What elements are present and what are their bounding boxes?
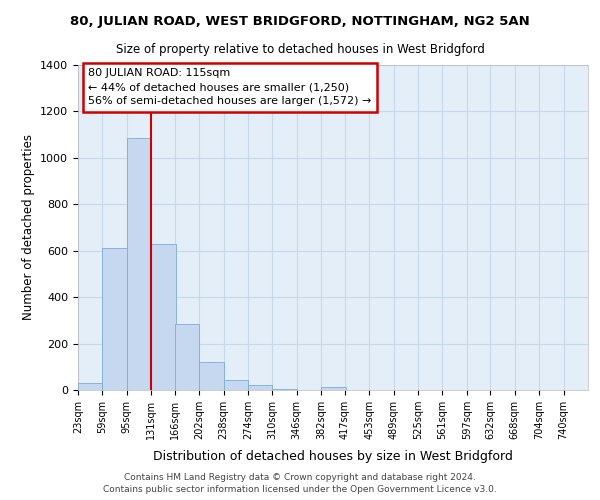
Bar — [272, 389, 297, 390]
Bar — [127, 138, 151, 390]
Bar — [321, 386, 346, 390]
Bar — [199, 362, 224, 390]
Text: Size of property relative to detached houses in West Bridgford: Size of property relative to detached ho… — [116, 42, 484, 56]
Y-axis label: Number of detached properties: Number of detached properties — [22, 134, 35, 320]
Text: Contains public sector information licensed under the Open Government Licence v3: Contains public sector information licen… — [103, 485, 497, 494]
Bar — [151, 244, 176, 390]
X-axis label: Distribution of detached houses by size in West Bridgford: Distribution of detached houses by size … — [153, 450, 513, 464]
Bar — [103, 248, 127, 390]
Text: 80, JULIAN ROAD, WEST BRIDGFORD, NOTTINGHAM, NG2 5AN: 80, JULIAN ROAD, WEST BRIDGFORD, NOTTING… — [70, 15, 530, 28]
Bar — [224, 380, 248, 390]
Bar — [248, 386, 272, 390]
Text: 80 JULIAN ROAD: 115sqm
← 44% of detached houses are smaller (1,250)
56% of semi-: 80 JULIAN ROAD: 115sqm ← 44% of detached… — [88, 68, 371, 106]
Bar — [78, 383, 103, 390]
Text: Contains HM Land Registry data © Crown copyright and database right 2024.: Contains HM Land Registry data © Crown c… — [124, 472, 476, 482]
Bar — [175, 324, 199, 390]
